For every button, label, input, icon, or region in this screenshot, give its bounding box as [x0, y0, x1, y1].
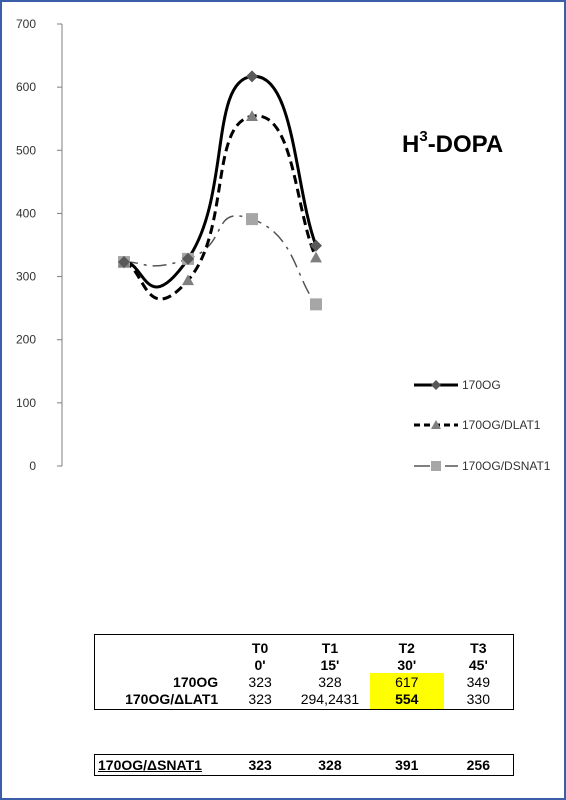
line-chart: 0 100 200 300 400 500 600 700: [16, 17, 322, 473]
table-row-label: 170OG/ΔLAT1: [125, 690, 219, 707]
legend-swatch-170og: [414, 380, 458, 390]
legend-marker: [431, 461, 441, 471]
table-cell: 294,2431: [300, 690, 360, 707]
table-cell: 323: [248, 673, 272, 690]
data-point-1-2: [246, 110, 258, 121]
chart-title-main: H: [402, 131, 420, 158]
data-point-0-3: [310, 239, 322, 252]
data-point-0-2: [246, 70, 258, 83]
table-cell: 328: [318, 673, 342, 690]
table-row-label: 170OG/ΔSNAT1: [98, 757, 202, 773]
data-point-1-3: [310, 251, 322, 263]
data-point-2-2: [246, 213, 258, 226]
table-cell: 330: [466, 690, 490, 707]
data-point-2-3: [310, 298, 322, 311]
table-header-cell: 0': [254, 656, 266, 673]
table-cell-highlighted: 554: [369, 690, 444, 710]
legend-label-170og: 170OG: [462, 378, 501, 392]
series-line-2: [123, 215, 317, 305]
legend-item-170og-dsnat1: 170OG/DSNAT1: [412, 457, 550, 475]
table-row-170og-dsnat1: 170OG/ΔSNAT1 323 328 391 256: [95, 755, 514, 776]
table-row-170og: 170OG 323 328 617 349: [95, 673, 514, 690]
data-point-0-0: [118, 256, 130, 269]
legend-marker: [431, 380, 441, 390]
legend-item-170og-dlat1: 170OG/DLAT1: [412, 416, 540, 434]
table-cell: 391: [395, 757, 419, 773]
table-cell: 256: [466, 757, 490, 773]
legend-label-170og-dsnat1: 170OG/DSNAT1: [462, 459, 551, 473]
table-cell-highlighted: 617: [369, 673, 444, 690]
table-header-cell: 45': [468, 656, 488, 673]
table-cell: 349: [466, 673, 490, 690]
data-point-1-1: [182, 274, 194, 286]
y-tick-label: 400: [16, 206, 36, 220]
table-row-label: 170OG: [173, 673, 219, 690]
table-row-170og-dlat1: 170OG/ΔLAT1 323 294,2431 554 330: [95, 690, 514, 710]
y-tick-label: 300: [16, 270, 36, 284]
y-tick-label: 600: [16, 80, 36, 94]
table-header-corner: [95, 635, 231, 657]
table-cell: 323: [248, 690, 272, 707]
y-tick-label: 0: [29, 459, 36, 473]
data-point-0-1: [182, 252, 194, 265]
legend-swatch-170og-dlat1: [414, 420, 458, 429]
table-header-cell: T2: [398, 639, 415, 656]
data-table: T0 T1 T2 T3 0' 15' 30' 45' 170OG 323 328…: [94, 634, 514, 710]
legend-swatch-170og-dsnat1: [414, 461, 458, 471]
table-header-row-times: T0 T1 T2 T3: [95, 635, 514, 657]
series-line-0: [123, 74, 318, 289]
table-header-cell: T3: [470, 639, 487, 656]
legend-label-170og-dlat1: 170OG/DLAT1: [462, 418, 541, 432]
table-header-cell: T1: [321, 639, 339, 656]
table-header-cell: 30': [397, 656, 417, 673]
y-tick-label: 500: [16, 143, 36, 157]
legend-item-170og: 170OG: [412, 376, 501, 394]
table-header-corner: [95, 656, 231, 673]
y-tick-label: 200: [16, 333, 36, 347]
table-cell: 328: [318, 757, 342, 773]
snat-table: 170OG/ΔSNAT1 323 328 391 256: [94, 754, 514, 776]
chart-title: H3-DOPA: [402, 128, 504, 159]
chart-title-rest: -DOPA: [427, 131, 504, 158]
series-line-1: [123, 114, 318, 301]
y-tick-label: 700: [16, 17, 36, 31]
table-cell: 323: [248, 757, 272, 773]
legend-marker: [431, 420, 441, 429]
chart-title-superscript: 3: [419, 128, 428, 145]
table-header-cell: 15': [320, 656, 340, 673]
table-header-cell: T0: [251, 639, 269, 656]
y-tick-label: 100: [16, 396, 36, 410]
table-header-row-minutes: 0' 15' 30' 45': [95, 656, 514, 673]
